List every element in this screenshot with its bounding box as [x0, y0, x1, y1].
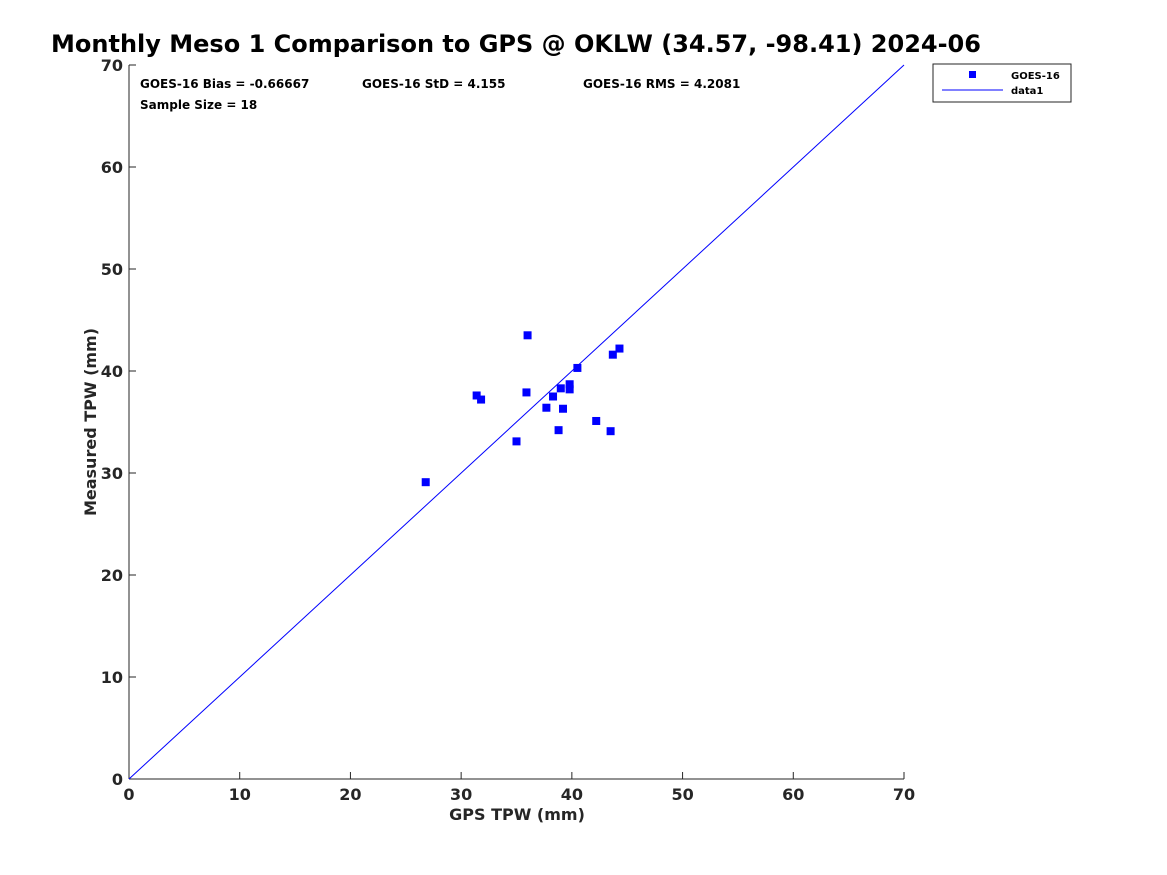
x-tick-label: 10	[229, 785, 251, 804]
goes16-point	[523, 331, 532, 340]
x-tick-label: 30	[450, 785, 472, 804]
x-tick-label: 50	[671, 785, 693, 804]
x-tick-label: 70	[893, 785, 915, 804]
rms-stat: GOES-16 RMS = 4.2081	[583, 77, 740, 91]
legend-goes16-label: GOES-16	[1011, 71, 1060, 82]
bias-stat: GOES-16 Bias = -0.66667	[140, 77, 309, 91]
y-axis-label: Measured TPW (mm)	[81, 328, 100, 516]
goes16-point	[559, 404, 567, 413]
goes16-point	[606, 427, 615, 436]
goes16-point	[472, 391, 481, 400]
y-tick-label: 70	[101, 56, 123, 75]
goes16-point	[573, 363, 582, 372]
x-tick-label: 0	[123, 785, 134, 804]
goes16-point	[542, 403, 551, 412]
y-tick-label: 10	[101, 668, 123, 687]
goes16-point	[615, 344, 624, 353]
goes16-point	[556, 384, 565, 393]
y-tick-label: 30	[101, 464, 123, 483]
x-axis-label: GPS TPW (mm)	[449, 805, 585, 824]
legend-goes16-marker	[969, 71, 976, 78]
goes16-point	[554, 426, 563, 435]
goes16-point	[512, 437, 521, 446]
goes16-point	[592, 416, 601, 425]
axes: 0 10 20 30 40 50 60 70 0 10 20 30 40 50 60 70	[101, 56, 915, 804]
y-tick-label: 50	[101, 260, 123, 279]
goes16-point	[608, 350, 617, 359]
goes16-point	[565, 380, 574, 389]
y-tick-label: 60	[101, 158, 123, 177]
series-data1-line	[128, 64, 905, 780]
series-layer	[128, 64, 905, 780]
sample-size-stat: Sample Size = 18	[140, 98, 257, 112]
goes16-point	[522, 388, 531, 397]
x-tick-label: 20	[339, 785, 361, 804]
y-tick-label: 0	[112, 770, 123, 789]
y-tick-label: 20	[101, 566, 123, 585]
x-tick-label: 40	[561, 785, 583, 804]
x-tick-label: 60	[782, 785, 804, 804]
std-stat: GOES-16 StD = 4.155	[362, 77, 505, 91]
goes16-point	[477, 395, 486, 404]
goes16-point	[565, 385, 574, 394]
goes16-point	[549, 392, 558, 401]
y-tick-label: 40	[101, 362, 123, 381]
legend-box	[932, 63, 1072, 103]
legend: GOES-16 data1	[932, 63, 1072, 103]
goes16-point	[421, 478, 430, 487]
chart-title: Monthly Meso 1 Comparison to GPS @ OKLW …	[51, 30, 981, 58]
legend-data1-label: data1	[1011, 86, 1043, 97]
